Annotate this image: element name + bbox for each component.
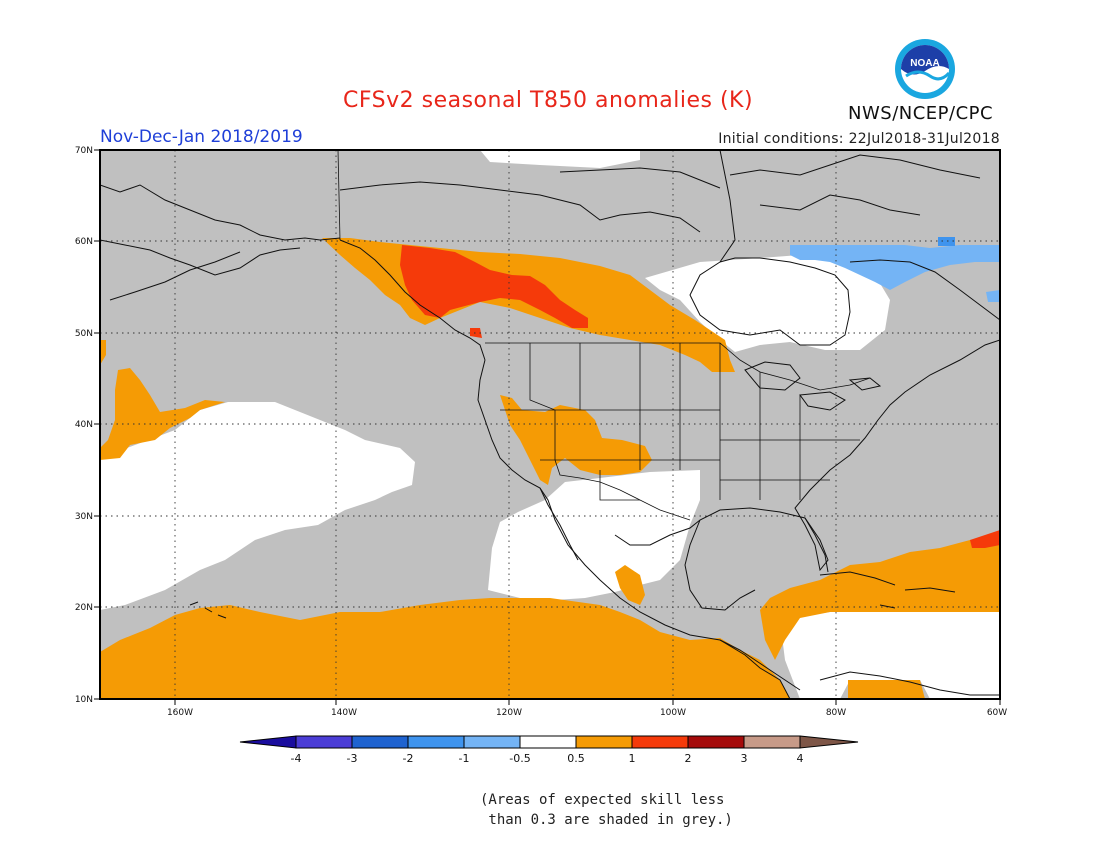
colorbar-swatch-1-2 <box>631 735 689 749</box>
strong-warm-anomaly-areas <box>400 245 1000 548</box>
lat-label-40n: 40N <box>75 420 93 430</box>
colorbar <box>239 735 859 749</box>
lon-label-60w: 60W <box>987 708 1007 718</box>
initial-conditions-label: Initial conditions: 22Jul2018-31Jul2018 <box>718 131 1000 147</box>
colorbar-swatch-above-4 <box>799 735 859 749</box>
moderate-cool-anomaly-areas <box>938 237 955 246</box>
season-label: Nov-Dec-Jan 2018/2019 <box>100 127 303 147</box>
skill-footnote: (Areas of expected skill less than 0.3 a… <box>480 790 733 830</box>
colorbar-label: 4 <box>797 752 804 765</box>
colorbar-swatch-below-neg4 <box>239 735 297 749</box>
cool-anomaly-areas <box>790 245 1000 302</box>
lat-label-30n: 30N <box>75 512 93 522</box>
noaa-logo-icon: NOAA <box>895 39 955 99</box>
colorbar-swatch-3-4 <box>743 735 801 749</box>
lon-label-80w: 80W <box>826 708 846 718</box>
colorbar-swatch-05-1 <box>575 735 633 749</box>
colorbar-label: -2 <box>403 752 414 765</box>
colorbar-label: 0.5 <box>567 752 585 765</box>
lon-label-120w: 120W <box>496 708 522 718</box>
colorbar-label: -0.5 <box>509 752 530 765</box>
skill-footnote-line1: (Areas of expected skill less <box>480 792 725 808</box>
map-title: CFSv2 seasonal T850 anomalies (K) <box>343 88 754 113</box>
colorbar-swatch-neg1-neg05 <box>463 735 521 749</box>
logo-text: NOAA <box>910 58 939 69</box>
colorbar-label: 2 <box>685 752 692 765</box>
colorbar-swatch-neg3-neg2 <box>351 735 409 749</box>
colorbar-swatch-2-3 <box>687 735 745 749</box>
lat-label-60n: 60N <box>75 237 93 247</box>
colorbar-label: 3 <box>741 752 748 765</box>
agency-label: NWS/NCEP/CPC <box>848 103 994 124</box>
coastlines <box>100 150 1000 699</box>
lat-label-20n: 20N <box>75 603 93 613</box>
colorbar-label: -1 <box>459 752 470 765</box>
lat-label-70n: 70N <box>75 146 93 156</box>
political-borders <box>337 150 871 521</box>
colorbar-label: 1 <box>629 752 636 765</box>
colorbar-label: -3 <box>347 752 358 765</box>
colorbar-swatch-neutral <box>519 735 577 749</box>
colorbar-swatch-neg4-neg3 <box>295 735 353 749</box>
colorbar-swatch-neg2-neg1 <box>407 735 465 749</box>
graticule <box>100 150 1000 699</box>
lon-label-100w: 100W <box>660 708 686 718</box>
colorbar-label: -4 <box>291 752 302 765</box>
lat-label-10n: 10N <box>75 695 93 705</box>
skill-footnote-line2: than 0.3 are shaded in grey.) <box>480 812 733 828</box>
lat-label-50n: 50N <box>75 329 93 339</box>
lon-label-160w: 160W <box>167 708 193 718</box>
axis-ticks <box>94 149 1001 705</box>
lon-label-140w: 140W <box>331 708 357 718</box>
